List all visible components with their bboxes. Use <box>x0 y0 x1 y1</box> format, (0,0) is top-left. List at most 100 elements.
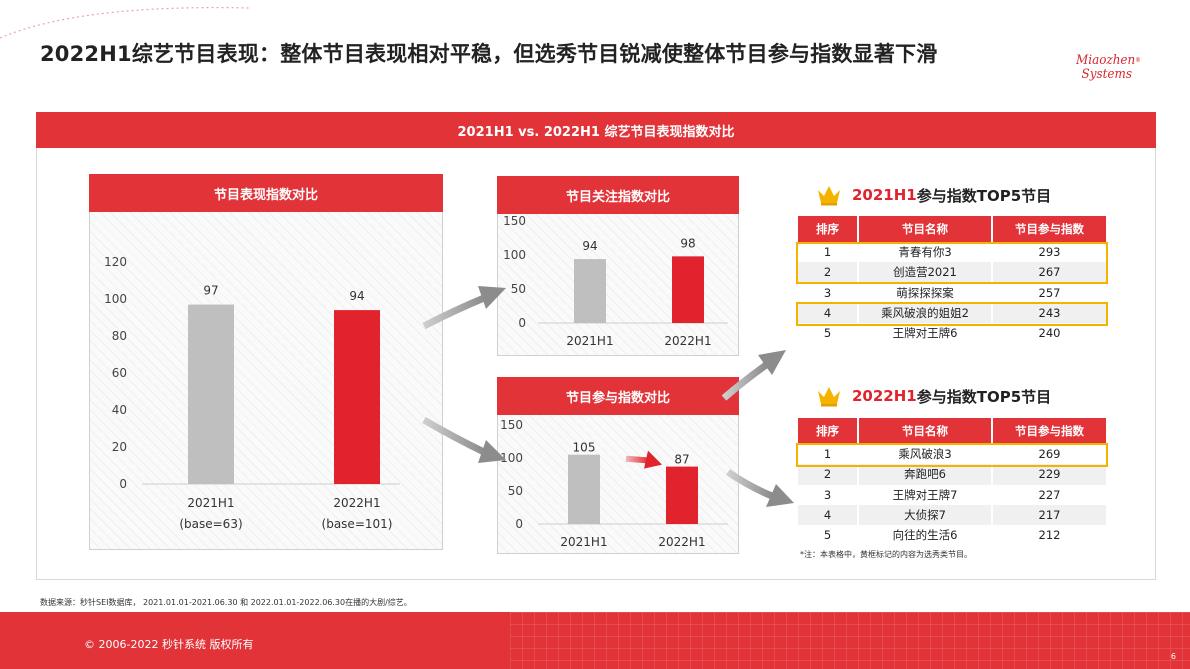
data-label: 87 <box>674 453 689 467</box>
rank-cell: 1 <box>798 444 859 465</box>
data-label: 105 <box>573 441 596 455</box>
y-tick-label: 50 <box>511 282 526 296</box>
program-cell: 萌探探探案 <box>858 282 993 303</box>
bar-2022H1 <box>672 256 704 323</box>
score-cell: 293 <box>992 242 1106 263</box>
rank-cell: 2 <box>798 262 859 283</box>
program-cell: 乘风破浪3 <box>858 444 993 465</box>
x-tick-label: 2021H1 <box>187 496 234 510</box>
attention-bar-chart: 0 50 100 150 94 2021H1 98 2022H1 <box>503 214 728 348</box>
program-cell: 大侦探7 <box>858 504 993 526</box>
table-row: 1 乘风破浪3 269 <box>798 444 1106 465</box>
table-row: 4 乘风破浪的姐姐2 243 <box>798 302 1106 324</box>
table-row: 1 青春有你3 293 <box>798 242 1106 263</box>
y-tick-label: 100 <box>500 451 523 465</box>
footer-bar: © 2006-2022 秒针系统 版权所有 6 <box>0 612 1190 669</box>
table-row: 3 王牌对王牌7 227 <box>798 484 1106 505</box>
logo-reg-mark: ® <box>1135 57 1141 64</box>
rank-cell: 3 <box>798 282 859 303</box>
score-cell: 267 <box>992 262 1106 283</box>
comparison-frame <box>36 148 1156 580</box>
comparison-banner: 2021H1 vs. 2022H1 综艺节目表现指数对比 <box>36 112 1156 148</box>
top5-2022-title-rest: 参与指数TOP5节目 <box>916 387 1052 406</box>
rank-cell: 4 <box>798 504 859 526</box>
table-row: 5 王牌对王牌6 240 <box>798 323 1106 344</box>
bar-2022H1 <box>334 310 380 484</box>
copyright-text: © 2006-2022 秒针系统 版权所有 <box>84 638 254 651</box>
table-row: 4 大侦探7 217 <box>798 504 1106 526</box>
attention-index-panel: 节目关注指数对比 0 50 100 150 94 2021H1 98 2022H1 <box>497 176 739 356</box>
y-tick-label: 50 <box>508 484 523 498</box>
x-tick-sublabel: (base=63) <box>179 517 242 531</box>
program-cell: 奔跑吧6 <box>858 464 993 485</box>
page-title: 2022H1综艺节目表现：整体节目表现相对平稳，但选秀节目锐减使整体节目参与指数… <box>40 42 938 66</box>
data-label: 97 <box>203 284 218 298</box>
col-program: 节目名称 <box>858 216 993 242</box>
x-tick-label: 2022H1 <box>333 496 380 510</box>
bar-2021H1 <box>188 304 234 484</box>
rank-cell: 1 <box>798 242 859 263</box>
program-cell: 创造营2021 <box>858 262 993 283</box>
top5-2022-title-year: 2022H1 <box>852 387 917 405</box>
top5-2021-table: 排序 节目名称 节目参与指数 1 青春有你3 293 2 创造营2021 267 3 萌探… <box>798 216 1106 344</box>
y-tick-label: 20 <box>112 440 127 454</box>
performance-chart-title: 节目表现指数对比 <box>89 174 443 212</box>
participation-index-panel: 节目参与指数对比 0 50 100 150 105 2021H1 87 2022H1 <box>497 377 739 554</box>
attention-chart-title: 节目关注指数对比 <box>497 176 739 214</box>
y-tick-label: 100 <box>104 292 127 306</box>
data-label: 94 <box>582 239 597 253</box>
top5-2021-title: 2021H1 参与指数TOP5节目 <box>816 180 1051 210</box>
miaozhen-logo: Miaozhen® Systems <box>1076 53 1141 82</box>
score-cell: 257 <box>992 282 1106 303</box>
score-cell: 240 <box>992 323 1106 344</box>
x-tick-label: 2022H1 <box>658 535 705 549</box>
decline-arrow-head <box>644 450 662 469</box>
y-tick-label: 0 <box>518 316 526 330</box>
col-program: 节目名称 <box>858 418 993 444</box>
program-cell: 乘风破浪的姐姐2 <box>858 302 993 324</box>
table-row: 5 向往的生活6 212 <box>798 525 1106 546</box>
crown-icon <box>818 387 840 407</box>
crown-icon <box>818 186 840 206</box>
col-participation: 节目参与指数 <box>992 418 1106 444</box>
table-row: 3 萌探探探案 257 <box>798 282 1106 303</box>
y-tick-label: 120 <box>104 255 127 269</box>
logo-line-2: Systems <box>1081 67 1132 82</box>
score-cell: 243 <box>992 302 1106 324</box>
program-cell: 王牌对王牌6 <box>858 323 993 344</box>
bar-2021H1 <box>568 454 600 524</box>
y-tick-label: 100 <box>503 248 526 262</box>
table-row: 2 创造营2021 267 <box>798 262 1106 283</box>
participation-chart-title: 节目参与指数对比 <box>497 377 739 415</box>
top5-2022-table: 排序 节目名称 节目参与指数 1 乘风破浪3 269 2 奔跑吧6 229 3 王牌对王牌… <box>798 418 1106 546</box>
bar-2021H1 <box>574 259 606 323</box>
y-tick-label: 60 <box>112 366 127 380</box>
col-participation: 节目参与指数 <box>992 216 1106 242</box>
y-tick-label: 150 <box>503 214 526 228</box>
program-cell: 青春有你3 <box>858 242 993 263</box>
x-tick-sublabel: (base=101) <box>322 517 393 531</box>
score-cell: 269 <box>992 444 1106 465</box>
page-number: 6 <box>1170 652 1176 661</box>
logo-line-1: Miaozhen <box>1076 53 1136 68</box>
rank-cell: 3 <box>798 484 859 505</box>
top5-2022-title: 2022H1 参与指数TOP5节目 <box>816 381 1051 411</box>
col-rank: 排序 <box>798 418 859 444</box>
participation-bar-chart: 0 50 100 150 105 2021H1 87 2022H1 <box>500 418 728 549</box>
y-tick-label: 40 <box>112 403 127 417</box>
rank-cell: 2 <box>798 464 859 485</box>
top5-2021-title-rest: 参与指数TOP5节目 <box>916 186 1052 205</box>
table-footnote: *注：本表格中，黄框标记的内容为选秀类节目。 <box>800 550 972 559</box>
score-cell: 229 <box>992 464 1106 485</box>
score-cell: 217 <box>992 504 1106 526</box>
performance-index-panel: 节目表现指数对比 0 20 40 60 80 100 120 97 2021H1 (base=63… <box>89 174 443 550</box>
table-row: 2 奔跑吧6 229 <box>798 464 1106 485</box>
program-cell: 王牌对王牌7 <box>858 484 993 505</box>
score-cell: 227 <box>992 484 1106 505</box>
x-tick-label: 2022H1 <box>664 334 711 348</box>
col-rank: 排序 <box>798 216 859 242</box>
bar-2022H1 <box>666 466 698 524</box>
x-tick-label: 2021H1 <box>560 535 607 549</box>
rank-cell: 5 <box>798 525 859 546</box>
performance-bar-chart: 0 20 40 60 80 100 120 97 2021H1 (base=63) 94 2022H1… <box>104 255 400 531</box>
